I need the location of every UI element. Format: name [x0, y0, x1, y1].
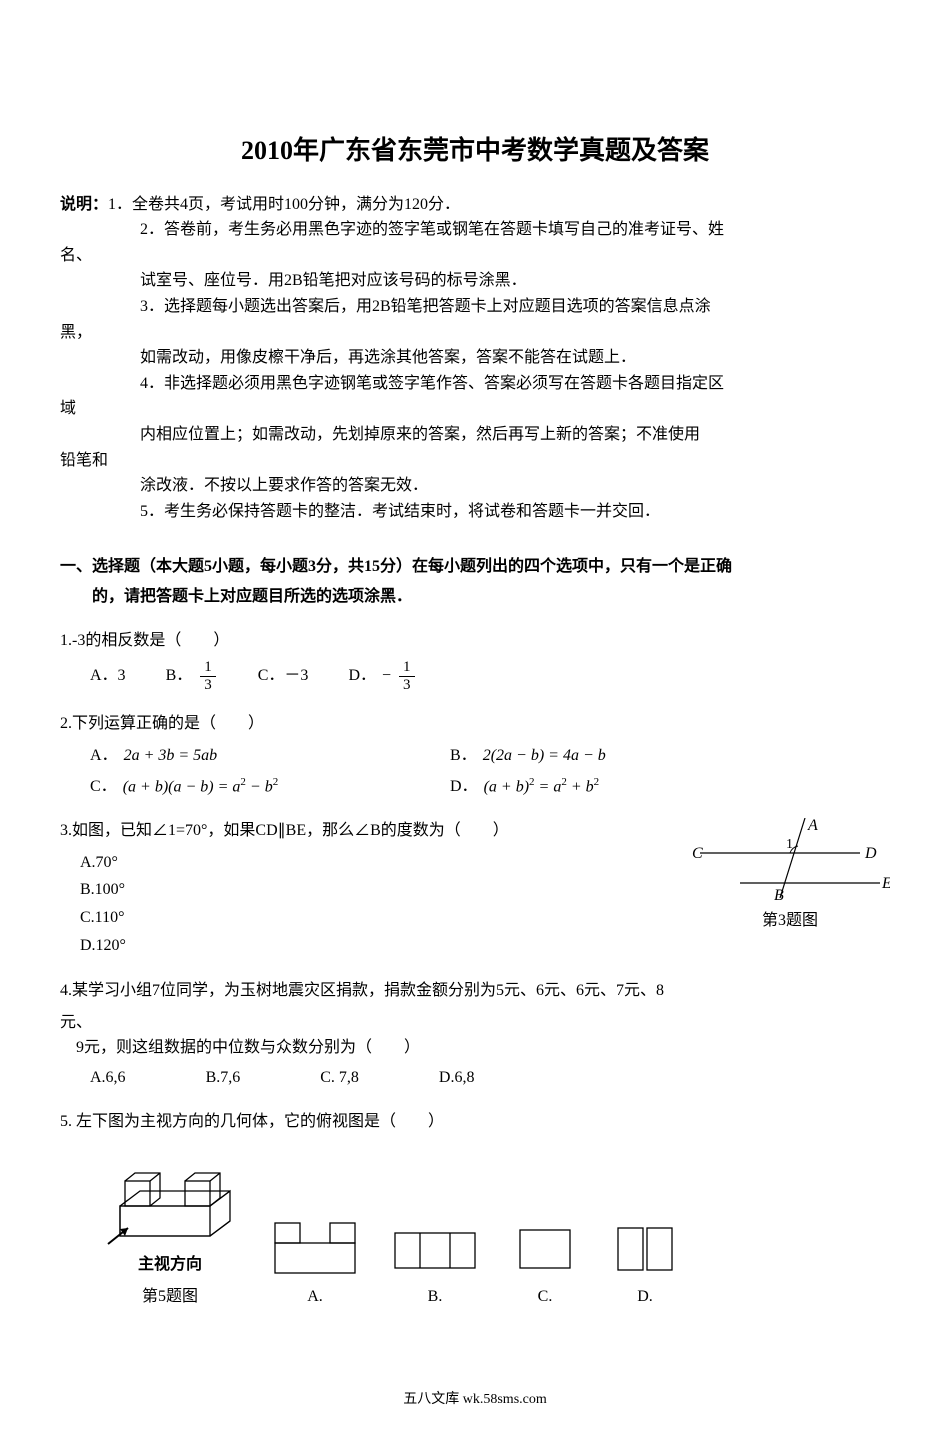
fraction-1-3: 13 [200, 659, 216, 693]
q5-opt-a: A. [307, 1284, 323, 1310]
q3-opt-d: D.120° [80, 933, 690, 959]
svg-text:D: D [864, 845, 877, 862]
q2-opt-a: A． 2a + 3b = 5ab [90, 743, 450, 769]
q2-text: 2.下列运算正确的是（ ） [60, 711, 890, 737]
instr-3c: 如需改动，用像皮檫干净后，再选涂其他答案，答案不能答在试题上． [60, 345, 890, 371]
q5-main-figure: 主视方向 第5题图 [100, 1146, 240, 1309]
instr-5: 5．考生务必保持答题卡的整洁．考试结束时，将试卷和答题卡一并交回． [60, 499, 890, 525]
q5-opt-a-icon [270, 1218, 360, 1278]
q2-opt-b: B． 2(2a − b) = 4a − b [450, 743, 606, 769]
question-5: 5. 左下图为主视方向的几何体，它的俯视图是（ ） [60, 1109, 890, 1310]
q3-figure: A C D B E 1 第3题图 [690, 818, 890, 934]
instr-2a: 2．答卷前，考生务必用黑色字迹的签字笔或钢笔在答题卡填写自己的准考证号、姓 [60, 217, 890, 243]
q3-text: 3.如图，已知∠1=70°，如果CD∥BE，那么∠B的度数为（ ） [60, 818, 690, 844]
page-title: 2010年广东省东莞市中考数学真题及答案 [60, 130, 890, 172]
instr-4d: 铅笔和 [60, 448, 890, 474]
instr-4b: 域 [60, 396, 890, 422]
instr-4c: 内相应位置上；如需改动，先划掉原来的答案，然后再写上新的答案；不准使用 [60, 422, 890, 448]
q3-diagram-icon: A C D B E 1 [690, 818, 890, 908]
page-footer: 五八文库 wk.58sms.com [60, 1389, 890, 1411]
section-1-heading-main: 一、选择题（本大题5小题，每小题3分，共15分）在每小题列出的四个选项中，只有一… [60, 558, 732, 575]
q5-opt-d: D. [637, 1284, 653, 1310]
q1-opt-b: B． 13 [166, 659, 218, 693]
q5-opt-d-group: D. [610, 1218, 680, 1310]
svg-text:E: E [881, 875, 890, 892]
q5-opt-c: C. [538, 1284, 553, 1310]
q1-opt-d: D． − 13 [348, 659, 416, 693]
q5-opt-d-icon [610, 1218, 680, 1278]
q5-opt-c-group: C. [510, 1218, 580, 1310]
q4-opt-a: A.6,6 [90, 1065, 126, 1091]
q4-opt-c: C. 7,8 [320, 1065, 359, 1091]
q3-opt-a: A.70° [80, 850, 690, 876]
instr-3b: 黑， [60, 320, 890, 346]
q5-caption: 第5题图 [142, 1284, 198, 1310]
instr-2b: 名、 [60, 243, 890, 269]
instr-3a: 3．选择题每小题选出答案后，用2B铅笔把答题卡上对应题目选项的答案信息点涂 [60, 294, 890, 320]
q4-line2: 元、 [60, 1010, 890, 1036]
q3-opt-c: C.110° [80, 905, 690, 931]
q5-opt-b-icon [390, 1218, 480, 1278]
q5-opt-b: B. [428, 1284, 443, 1310]
instr-4e: 涂改液．不按以上要求作答的答案无效． [60, 473, 890, 499]
instr-2c: 试室号、座位号．用2B铅笔把对应该号码的标号涂黑． [60, 268, 890, 294]
q5-text: 5. 左下图为主视方向的几何体，它的俯视图是（ ） [60, 1109, 890, 1135]
section-1-heading: 一、选择题（本大题5小题，每小题3分，共15分）在每小题列出的四个选项中，只有一… [60, 554, 890, 609]
q5-main-label: 主视方向 [138, 1252, 202, 1278]
svg-text:C: C [692, 845, 703, 862]
q5-opt-b-group: B. [390, 1218, 480, 1310]
instructions-block: 说明： 1．全卷共4页，考试用时100分钟，满分为120分． 2．答卷前，考生务… [60, 192, 890, 525]
q4-opt-b: B.7,6 [206, 1065, 241, 1091]
svg-text:B: B [774, 887, 784, 904]
question-1: 1.-3的相反数是（ ） A．3 B． 13 C．－3 D． − 13 [60, 628, 890, 694]
q4-line1: 4.某学习小组7位同学，为玉树地震灾区捐款，捐款金额分别为5元、6元、6元、7元… [60, 978, 890, 1004]
instr-1: 1．全卷共4页，考试用时100分钟，满分为120分． [108, 192, 460, 218]
q2-opt-c: C． (a + b)(a − b) = a2 − b2 [90, 774, 450, 800]
q4-opt-d: D.6,8 [439, 1065, 475, 1091]
q5-solid-icon [100, 1146, 240, 1246]
question-3: 3.如图，已知∠1=70°，如果CD∥BE，那么∠B的度数为（ ） A.70° … [60, 818, 890, 960]
q5-opt-c-icon [510, 1218, 580, 1278]
q2-opt-d: D． (a + b)2 = a2 + b2 [450, 774, 599, 800]
fraction-neg-1-3: 13 [399, 659, 415, 693]
question-4: 4.某学习小组7位同学，为玉树地震灾区捐款，捐款金额分别为5元、6元、6元、7元… [60, 978, 890, 1090]
q4-line3: 9元，则这组数据的中位数与众数分别为（ ） [60, 1035, 890, 1061]
instructions-label: 说明： [60, 192, 108, 218]
q3-caption: 第3题图 [690, 908, 890, 934]
q3-opt-b: B.100° [80, 877, 690, 903]
svg-text:A: A [807, 818, 818, 834]
q1-opt-a: A．3 [90, 663, 126, 689]
instr-4a: 4．非选择题必须用黑色字迹钢笔或签字笔作答、答案必须写在答题卡各题目指定区 [60, 371, 890, 397]
q1-text: 1.-3的相反数是（ ） [60, 628, 890, 654]
q5-opt-a-group: A. [270, 1218, 360, 1310]
section-1-heading-sub: 的，请把答题卡上对应题目所选的选项涂黑． [60, 584, 890, 610]
question-2: 2.下列运算正确的是（ ） A． 2a + 3b = 5ab B． 2(2a −… [60, 711, 890, 800]
q1-opt-c: C．－3 [258, 663, 309, 689]
